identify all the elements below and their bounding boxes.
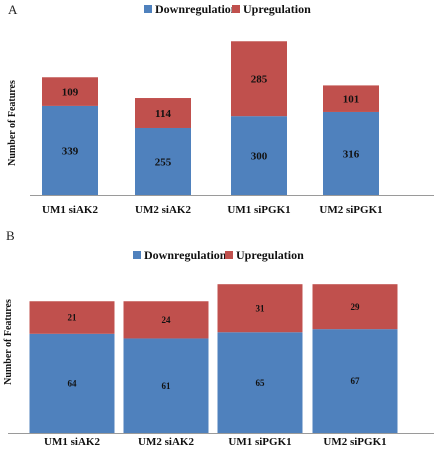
panel-a-data-label-downregulation-2: 300 — [251, 150, 268, 162]
panel-a-bar-upregulation-1 — [135, 98, 191, 128]
panel-b-data-label-downregulation-3: 67 — [351, 376, 361, 386]
panel-a-x-tick-label-2: UM1 siPGK1 — [227, 204, 290, 216]
panel-a-data-label-downregulation-0: 339 — [62, 145, 79, 157]
panel-b-data-label-downregulation-2: 65 — [256, 378, 266, 388]
panel-b-bar-upregulation-2 — [217, 284, 303, 333]
panel-a-legend-label-downregulation: Downregulation — [155, 2, 238, 16]
panel-b-y-axis-label: Number of Features — [3, 299, 14, 385]
panel-b-data-label-upregulation-0: 21 — [68, 313, 78, 323]
panel-a-legend-swatch-downregulation — [144, 5, 152, 13]
panel-a-bar-upregulation-2 — [231, 41, 287, 117]
panel-b-data-label-upregulation-1: 24 — [162, 315, 172, 325]
panel-a-bar-downregulation-2 — [231, 116, 287, 195]
panel-b-bar-downregulation-2 — [217, 332, 303, 433]
panel-a-y-axis-label: Number of Features — [7, 80, 18, 166]
panel-b-legend-swatch-upregulation — [225, 251, 233, 259]
panel-b-x-tick-label-0: UM1 siAK2 — [44, 436, 100, 448]
panel-a-legend-swatch-upregulation — [232, 5, 240, 13]
panel-b-legend-swatch-downregulation — [133, 251, 141, 259]
panel-b-data-label-downregulation-1: 61 — [162, 381, 172, 391]
panel-a-data-label-upregulation-1: 114 — [155, 108, 171, 120]
panel-a-bar-downregulation-3 — [323, 111, 379, 195]
panel-b-legend-label-downregulation: Downregulation — [144, 248, 227, 262]
panel-a-data-label-upregulation-3: 101 — [343, 94, 360, 106]
panel-b-bar-downregulation-1 — [123, 338, 209, 433]
panel-a-x-tick-label-0: UM1 siAK2 — [42, 204, 98, 216]
panel-a-data-label-upregulation-2: 285 — [251, 74, 268, 86]
panel-a-bar-downregulation-0 — [42, 105, 98, 195]
panel-b-x-tick-label-2: UM1 siPGK1 — [228, 436, 291, 448]
panel-a-bar-downregulation-1 — [135, 127, 191, 195]
panel-a-data-label-downregulation-3: 316 — [343, 148, 360, 160]
panel-b-data-label-downregulation-0: 64 — [68, 379, 78, 389]
panel-a-x-tick-label-1: UM2 siAK2 — [135, 204, 191, 216]
panel-b-bar-downregulation-3 — [312, 329, 398, 433]
panel-b-x-tick-label-3: UM2 siPGK1 — [323, 436, 386, 448]
panel-b-x-tick-label-1: UM2 siAK2 — [138, 436, 194, 448]
panel-b-bar-upregulation-1 — [123, 301, 209, 339]
panel-b-data-label-upregulation-2: 31 — [256, 303, 266, 313]
panel-b-label: B — [6, 228, 15, 243]
panel-a-label: A — [8, 2, 18, 17]
panel-a-x-tick-label-3: UM2 siPGK1 — [319, 204, 382, 216]
panel-a-data-label-downregulation-1: 255 — [155, 156, 172, 168]
panel-b-legend-label-upregulation: Upregulation — [236, 248, 304, 262]
panel-a-data-label-upregulation-0: 109 — [62, 86, 79, 98]
panel-b-bar-downregulation-0 — [29, 333, 115, 433]
panel-a-legend-label-upregulation: Upregulation — [243, 2, 311, 16]
panel-b-bar-upregulation-3 — [312, 284, 398, 330]
panel-b-bar-upregulation-0 — [29, 301, 115, 334]
panel-b-data-label-upregulation-3: 29 — [351, 302, 361, 312]
panel-a-bar-upregulation-0 — [42, 77, 98, 106]
panel-a-bar-upregulation-3 — [323, 85, 379, 112]
